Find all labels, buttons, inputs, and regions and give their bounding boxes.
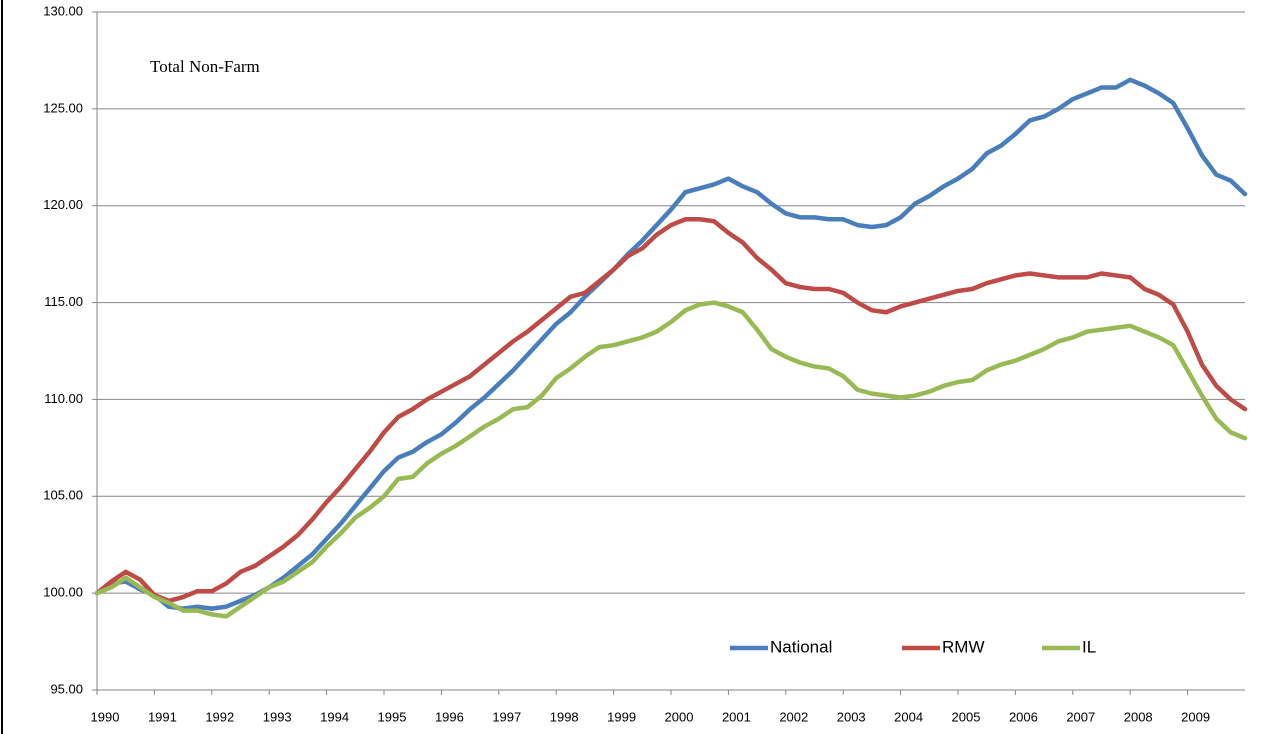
x-tick-label: 2003 (837, 709, 866, 724)
x-tick-label: 2006 (1009, 709, 1038, 724)
x-tick-label: 2004 (894, 709, 923, 724)
legend-label: IL (1082, 637, 1096, 656)
x-tick-label: 2007 (1066, 709, 1095, 724)
x-tick-label: 2005 (952, 709, 981, 724)
x-tick-label: 2009 (1181, 709, 1210, 724)
x-tick-label: 2008 (1124, 709, 1153, 724)
series-line (94, 77, 1248, 611)
x-tick-label: 1992 (205, 709, 234, 724)
x-tick-label: 1997 (492, 709, 521, 724)
series-line (94, 300, 1248, 619)
x-tick-label: 2002 (779, 709, 808, 724)
x-tick-label: 1991 (148, 709, 177, 724)
y-tick-label: 125.00 (43, 100, 83, 115)
x-tick-label: 1990 (91, 709, 120, 724)
y-tick-label: 120.00 (43, 197, 83, 212)
x-tick-label: 2001 (722, 709, 751, 724)
y-tick-label: 115.00 (44, 294, 83, 309)
x-tick-label: 1993 (263, 709, 292, 724)
series-line (94, 217, 1248, 604)
x-tick-label: 1996 (435, 709, 464, 724)
x-tick-label: 1994 (320, 709, 349, 724)
y-tick-label: 105.00 (43, 488, 83, 503)
y-tick-label: 110.00 (44, 391, 83, 406)
x-tick-label: 2000 (665, 709, 694, 724)
x-tick-label: 1998 (550, 709, 579, 724)
legend-label: RMW (942, 637, 984, 656)
y-tick-label: 95.00 (50, 681, 83, 696)
y-tick-label: 100.00 (43, 585, 83, 600)
annotation: Total Non-Farm (150, 57, 260, 76)
x-tick-label: 1999 (607, 709, 636, 724)
legend-label: National (770, 637, 832, 656)
y-tick-label: 130.00 (43, 3, 83, 18)
x-tick-label: 1995 (378, 709, 407, 724)
